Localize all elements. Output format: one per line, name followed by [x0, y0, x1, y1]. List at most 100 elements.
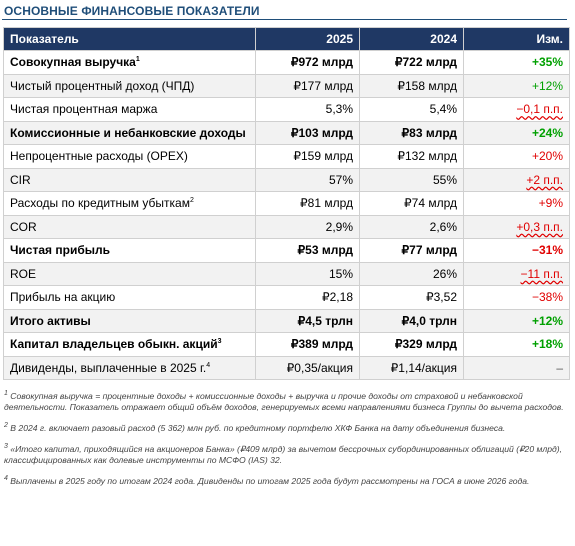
- change-text: +12%: [531, 78, 563, 93]
- row-label-text: Расходы по кредитным убыткам: [10, 196, 190, 211]
- row-label: COR: [3, 214, 256, 239]
- table-row: Расходы по кредитным убыткам2 ₽81 млрд ₽74…: [3, 191, 570, 216]
- change-value: +35%: [463, 50, 570, 75]
- row-label-text: CIR: [10, 172, 31, 187]
- row-label-text: Чистая процентная маржа: [10, 102, 158, 117]
- table-row: COR 2,9% 2,6% +0,3 п.п.: [3, 214, 570, 239]
- value-2025: ₽0,35/акция: [255, 355, 360, 380]
- table-row: Дивиденды, выплаченные в 2025 г.4 ₽0,35/а…: [3, 355, 570, 380]
- value-2024: ₽83 млрд: [359, 120, 464, 145]
- change-text: +2 п.п.: [526, 172, 563, 187]
- value-2025: ₽389 млрд: [255, 332, 360, 357]
- row-label-text: Непроцентные расходы (OPEX): [10, 149, 188, 164]
- row-label: Дивиденды, выплаченные в 2025 г.4: [3, 355, 256, 380]
- change-text: +12%: [531, 313, 563, 328]
- change-text: −31%: [531, 243, 563, 258]
- row-label-text: Комиссионные и небанковские доходы: [10, 125, 246, 140]
- footnote-number: 2: [4, 422, 8, 430]
- footnote-marker: 2: [189, 197, 194, 205]
- change-value: +9%: [463, 191, 570, 216]
- change-value: +20%: [463, 144, 570, 169]
- change-value: +12%: [463, 308, 570, 333]
- row-label: ROE: [3, 261, 256, 286]
- row-label: Чистая прибыль: [3, 238, 256, 263]
- table-header-row: Показатель 2025 2024 Изм.: [3, 27, 570, 51]
- change-value: +2 п.п.: [463, 167, 570, 192]
- change-text: −0,1 п.п.: [516, 102, 563, 117]
- change-value: +12%: [463, 73, 570, 98]
- row-label-text: Совокупная выручка: [10, 55, 136, 70]
- footnote-text: Выплачены в 2025 году по итогам 2024 год…: [7, 476, 530, 486]
- title-divider: [2, 19, 567, 20]
- table-row: Чистая прибыль ₽53 млрд ₽77 млрд −31%: [3, 238, 570, 263]
- change-text: +0,3 п.п.: [516, 219, 563, 234]
- change-value: −31%: [463, 238, 570, 263]
- row-label-text: Чистый процентный доход (ЧПД): [10, 78, 195, 93]
- table-row: Совокупная выручка1 ₽972 млрд ₽722 млрд +35…: [3, 50, 570, 75]
- header-2024: 2024: [359, 27, 464, 51]
- footnote-marker: 3: [217, 338, 222, 346]
- section-title: ОСНОВНЫЕ ФИНАНСОВЫЕ ПОКАЗАТЕЛИ: [4, 4, 260, 18]
- table-row: CIR 57% 55% +2 п.п.: [3, 167, 570, 192]
- change-value: −11 п.п.: [463, 261, 570, 286]
- row-label-text: ROE: [10, 266, 37, 281]
- value-2024: ₽329 млрд: [359, 332, 464, 357]
- value-2024: 55%: [359, 167, 464, 192]
- row-label: Прибыль на акцию: [3, 285, 256, 310]
- row-label-text: Капитал владельцев обыкн. акций: [10, 337, 218, 352]
- value-2024: ₽1,14/акция: [359, 355, 464, 380]
- header-change: Изм.: [463, 27, 570, 51]
- value-2025: 2,9%: [255, 214, 360, 239]
- change-text: –: [556, 360, 563, 375]
- footnote: 3 «Итого капитал, приходящийся на акцион…: [4, 443, 564, 466]
- value-2024: ₽722 млрд: [359, 50, 464, 75]
- row-label: Расходы по кредитным убыткам2: [3, 191, 256, 216]
- value-2025: 15%: [255, 261, 360, 286]
- row-label: Чистый процентный доход (ЧПД): [3, 73, 256, 98]
- row-label: Непроцентные расходы (OPEX): [3, 144, 256, 169]
- footnote-text: Совокупная выручка = процентные доходы +…: [4, 391, 564, 412]
- value-2025: ₽81 млрд: [255, 191, 360, 216]
- table-row: Непроцентные расходы (OPEX) ₽159 млрд ₽132…: [3, 144, 570, 169]
- row-label: Комиссионные и небанковские доходы: [3, 120, 256, 145]
- change-value: +0,3 п.п.: [463, 214, 570, 239]
- change-value: +24%: [463, 120, 570, 145]
- change-value: −0,1 п.п.: [463, 97, 570, 122]
- change-text: −38%: [531, 290, 563, 305]
- footnote-number: 3: [4, 443, 8, 451]
- footnote: 1 Совокупная выручка = процентные доходы…: [4, 390, 564, 413]
- footnotes: 1 Совокупная выручка = процентные доходы…: [4, 390, 564, 497]
- value-2025: ₽2,18: [255, 285, 360, 310]
- change-text: +9%: [538, 196, 563, 211]
- row-label-text: Чистая прибыль: [10, 243, 110, 258]
- footnote-number: 4: [4, 475, 8, 483]
- footnote-marker: 1: [135, 56, 140, 64]
- change-text: +35%: [531, 55, 563, 70]
- change-text: +24%: [531, 125, 563, 140]
- table-row: Чистая процентная маржа 5,3% 5,4% −0,1 п.п.: [3, 97, 570, 122]
- value-2025: ₽177 млрд: [255, 73, 360, 98]
- value-2024: 26%: [359, 261, 464, 286]
- row-label: Чистая процентная маржа: [3, 97, 256, 122]
- value-2024: ₽74 млрд: [359, 191, 464, 216]
- value-2024: 2,6%: [359, 214, 464, 239]
- change-value: −38%: [463, 285, 570, 310]
- footnote-marker: 4: [206, 361, 211, 369]
- header-2025: 2025: [255, 27, 360, 51]
- value-2025: ₽4,5 трлн: [255, 308, 360, 333]
- table-row: ROE 15% 26% −11 п.п.: [3, 261, 570, 286]
- change-value: –: [463, 355, 570, 380]
- value-2025: ₽159 млрд: [255, 144, 360, 169]
- table-body: Совокупная выручка1 ₽972 млрд ₽722 млрд +35…: [3, 50, 570, 380]
- footnote: 2 В 2024 г. включает разовый расход (5 3…: [4, 422, 564, 434]
- value-2025: ₽972 млрд: [255, 50, 360, 75]
- row-label: CIR: [3, 167, 256, 192]
- table-row: Прибыль на акцию ₽2,18 ₽3,52 −38%: [3, 285, 570, 310]
- change-value: +18%: [463, 332, 570, 357]
- row-label: Итого активы: [3, 308, 256, 333]
- row-label-text: COR: [10, 219, 37, 234]
- value-2024: ₽77 млрд: [359, 238, 464, 263]
- footnote-text: В 2024 г. включает разовый расход (5 362…: [7, 423, 506, 433]
- table-row: Комиссионные и небанковские доходы ₽103 м…: [3, 120, 570, 145]
